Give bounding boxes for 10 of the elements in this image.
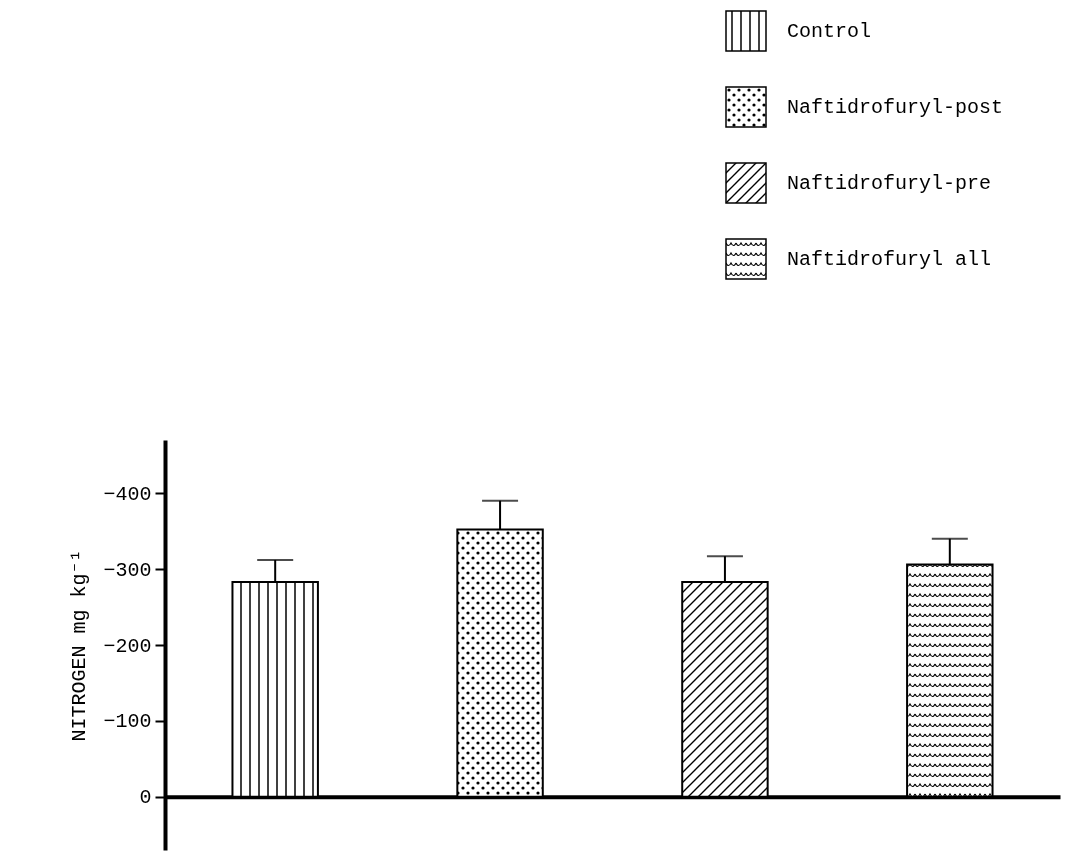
legend-label: Naftidrofuryl-pre [787,172,992,195]
legend-label: Naftidrofuryl-post [787,96,1004,119]
y-tick-label: −100 [103,710,152,734]
y-tick-label: −200 [103,634,152,658]
legend-label: Control [787,20,872,43]
y-tick-label: −300 [103,558,152,582]
legend-label: Naftidrofuryl all [787,248,992,271]
y-tick-label: −400 [103,482,152,506]
y-axis-title: NITROGEN mg kg⁻¹ [68,549,92,742]
y-tick-label: 0 [139,786,152,810]
